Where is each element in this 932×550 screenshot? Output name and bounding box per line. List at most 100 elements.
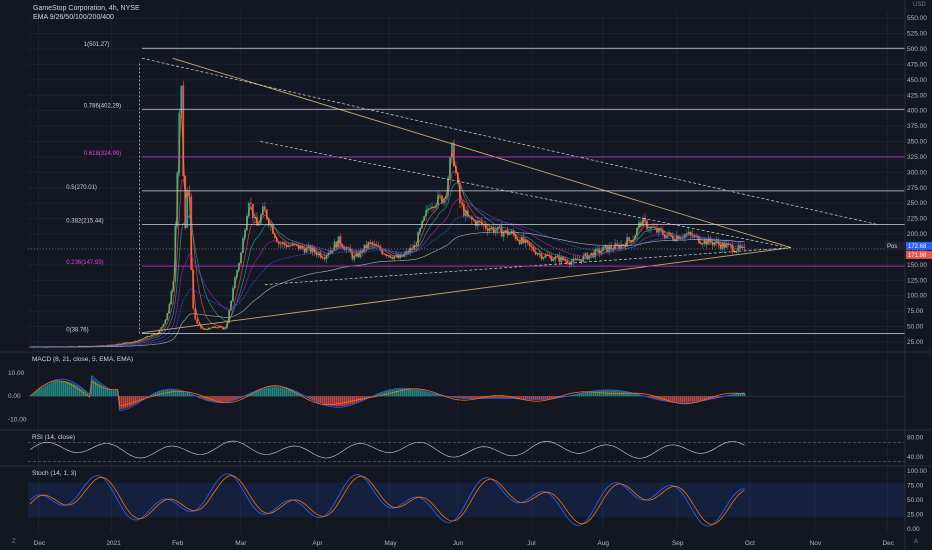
y-tick-label: 200.00 — [907, 231, 927, 238]
macd-hist-bar — [41, 387, 43, 397]
corner-right-icon[interactable]: A — [914, 539, 919, 545]
ema-line — [30, 231, 745, 348]
candle-body — [665, 235, 668, 239]
stoch-k-line — [29, 473, 745, 527]
macd-hist-bar — [156, 392, 159, 397]
candle-body — [699, 243, 702, 245]
candle-body — [626, 237, 628, 247]
macd-hist-bar — [399, 389, 401, 397]
fib-label: 0(38.76) — [66, 327, 88, 333]
candle-body — [650, 226, 652, 230]
y-tick-label: 25.00 — [907, 339, 924, 346]
candle-body — [299, 245, 302, 250]
macd-hist-bar — [638, 394, 640, 397]
candle-body — [196, 319, 199, 324]
macd-hist-bar — [174, 389, 177, 397]
candle-body — [337, 236, 340, 248]
fib-label: 0.786(402.29) — [84, 103, 121, 109]
macd-hist-bar — [289, 389, 292, 397]
macd-hist-bar — [680, 396, 682, 403]
macd-hist-bar — [423, 391, 425, 397]
macd-hist-bar — [319, 396, 322, 404]
candle-body — [693, 235, 696, 238]
macd-hist-bar — [516, 396, 519, 399]
panel-y-tick: 100.00 — [907, 468, 927, 475]
macd-hist-bar — [630, 392, 632, 397]
candle-body — [345, 248, 348, 251]
macd-hist-bar — [291, 390, 294, 397]
macd-hist-bar — [134, 396, 137, 404]
macd-hist-bar — [359, 396, 362, 402]
macd-hist-bar — [202, 396, 204, 399]
macd-hist-bar — [739, 393, 742, 397]
candle-body — [664, 235, 666, 239]
macd-hist-bar — [518, 396, 521, 399]
y-tick-label: 250.00 — [907, 200, 927, 207]
macd-hist-bar — [365, 396, 368, 399]
candle-body — [301, 245, 304, 249]
macd-hist-bar — [560, 396, 563, 398]
candle-body — [735, 251, 738, 253]
macd-hist-bar — [331, 396, 334, 406]
candle-body — [192, 269, 195, 309]
macd-hist-bar — [737, 393, 740, 397]
macd-hist-bar — [578, 393, 581, 397]
macd-panel[interactable]: MACD (8, 21, close, 5, EMA, EMA) 10.00 0.0… — [8, 356, 905, 424]
candle-body — [552, 259, 555, 262]
macd-hist-bar — [727, 395, 730, 397]
candle-body — [184, 176, 187, 228]
macd-hist-bar — [279, 387, 282, 397]
macd-hist-bar — [431, 393, 433, 397]
panel-y-tick: 0.00 — [907, 526, 920, 533]
macd-hist-bar — [130, 396, 133, 406]
corner-left-icon[interactable]: Z — [12, 539, 16, 545]
y-tick-label: 375.00 — [907, 123, 927, 130]
price-badge-1 — [906, 241, 932, 250]
panel-y-tick: 50.00 — [907, 497, 924, 504]
panel-y-tick: 25.00 — [907, 512, 924, 519]
macd-hist-bar — [490, 396, 493, 399]
macd-hist-bar — [465, 396, 467, 399]
macd-hist-bar — [534, 396, 537, 400]
macd-hist-bar — [110, 390, 113, 397]
triangle-lower — [141, 247, 792, 334]
macd-hist-bar — [488, 396, 491, 399]
macd-hist-bar — [459, 396, 461, 398]
macd-hist-bar — [624, 391, 626, 397]
macd-hist-bar — [361, 396, 364, 401]
ema-line — [30, 216, 745, 348]
macd-hist-bar — [467, 396, 469, 399]
panel-y-tick: 75.00 — [907, 482, 924, 489]
candle-body — [679, 238, 682, 240]
macd-hist-bar — [92, 379, 95, 397]
symbol-title[interactable]: GameStop Corporation, 4h, NYSE — [33, 5, 140, 12]
macd-hist-bar — [214, 396, 216, 402]
macd-hist-bar — [526, 396, 529, 399]
macd-hist-bar — [598, 390, 601, 397]
macd-hist-bar — [122, 396, 125, 409]
macd-hist-bar — [190, 394, 193, 397]
candle-body — [311, 247, 314, 253]
candle-body — [180, 85, 183, 113]
macd-line — [29, 374, 745, 412]
macd-hist-bar — [707, 396, 710, 400]
stoch-panel[interactable]: Stoch (14, 1, 3) 100.00 75.00 50.00 25.00 0.0… — [28, 468, 927, 533]
x-tick-label: Feb — [172, 540, 184, 547]
candle-body — [273, 233, 276, 238]
candle-body — [546, 254, 549, 256]
macd-hist-bar — [285, 388, 288, 397]
indicator-title[interactable]: EMA 9/26/50/100/200/400 — [33, 14, 114, 21]
candle-body — [409, 247, 412, 253]
macd-hist-bar — [176, 390, 179, 397]
macd-hist-bar — [76, 385, 79, 397]
rsi-panel[interactable]: RSI (14, close) 80.00 40.00 — [28, 434, 924, 462]
candle-body — [520, 237, 523, 245]
main-plot[interactable] — [28, 57, 905, 348]
macd-hist-bar — [86, 393, 89, 397]
x-tick-label: Apr — [312, 540, 323, 547]
macd-hist-bar — [691, 396, 694, 402]
panel-title: MACD (8, 21, close, 5, EMA, EMA) — [32, 356, 133, 363]
candle-body — [198, 323, 201, 326]
macd-hist-bar — [433, 393, 435, 397]
